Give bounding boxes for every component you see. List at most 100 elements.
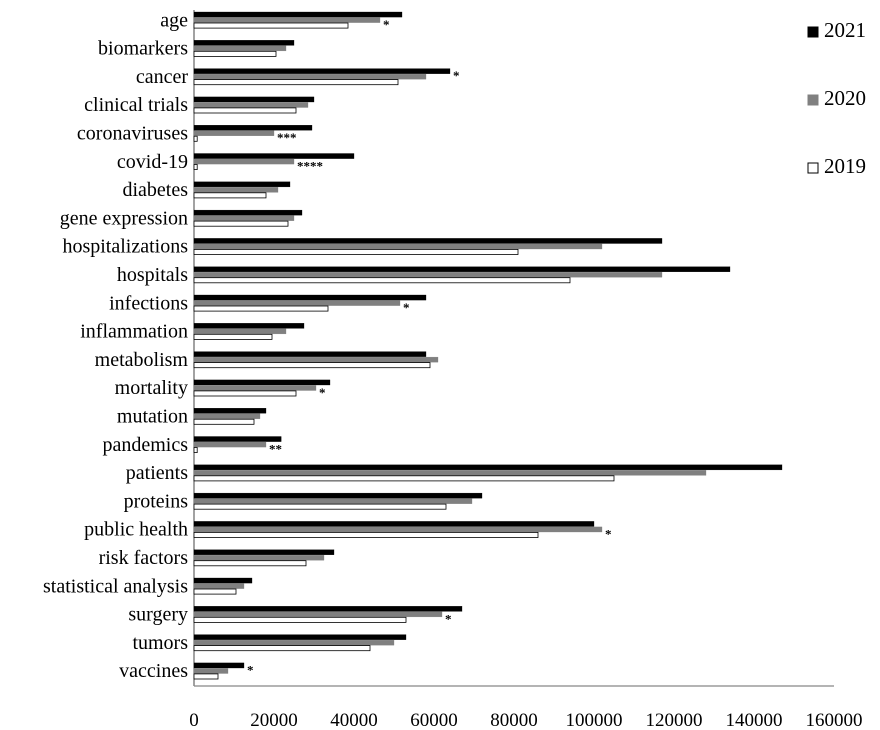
bar-public-health-2021 [193,521,595,527]
bar-surgery-2020 [193,611,443,618]
bar-surgery-2019 [193,616,407,623]
bar-inflammation-2020 [193,328,287,335]
category-label-biomarkers: biomarkers [98,38,188,60]
category-label-mutation: mutation [117,405,188,427]
bar-diabetes-2021 [193,181,291,188]
bar-hospitalizations-2021 [193,238,663,244]
x-tick-label-40000: 40000 [330,710,378,730]
x-tick-label-80000: 80000 [490,710,538,730]
category-label-public-health: public health [84,519,188,541]
bar-inflammation-2019 [193,333,273,340]
category-label-infections: infections [109,292,188,314]
significance-marker-covid-19: **** [297,159,323,174]
bar-metabolism-2020 [193,356,439,363]
bar-proteins-2021 [193,492,483,499]
significance-marker-public-health: * [605,526,612,541]
x-tick-label-140000: 140000 [726,710,783,730]
bar-proteins-2019 [193,503,447,510]
bar-infections-2020 [193,300,401,306]
bar-mortality-2020 [193,385,317,391]
category-label-surgery: surgery [128,604,188,626]
bar-mutation-2019 [193,418,255,425]
category-label-cancer: cancer [136,66,189,88]
bar-hospitals-2019 [193,277,571,284]
bar-covid-19-2020 [193,158,295,165]
bar-coronaviruses-2019 [193,135,198,142]
bar-cancer-2019 [193,79,399,86]
legend-swatch-2020 [807,94,819,106]
legend-swatch-2019 [807,162,819,174]
category-label-gene-expression: gene expression [60,207,188,229]
bar-vaccines-2019 [193,673,219,680]
bar-metabolism-2021 [193,351,427,357]
x-tick-label-100000: 100000 [566,710,623,730]
bar-diabetes-2019 [193,192,267,199]
bar-hospitalizations-2020 [193,243,603,250]
category-label-age: age [160,9,188,31]
category-label-risk-factors: risk factors [99,547,189,569]
bar-covid-19-2021 [193,153,355,159]
x-tick-label-60000: 60000 [410,710,458,730]
legend-label-2021: 2021 [824,18,866,42]
bar-diabetes-2020 [193,187,279,193]
bar-tumors-2021 [193,634,407,640]
bar-clinical-trials-2020 [193,102,309,108]
x-tick-label-0: 0 [189,710,199,730]
bar-patients-2020 [193,470,707,476]
category-label-hospitalizations: hospitalizations [62,236,188,258]
bar-tumors-2019 [193,645,371,652]
category-label-patients: patients [126,462,188,484]
bar-vaccines-2020 [193,668,229,674]
bar-patients-2019 [193,475,615,482]
significance-marker-surgery: * [445,611,452,626]
bar-coronaviruses-2021 [193,125,313,131]
bar-statistical-analysis-2020 [193,583,245,589]
bar-infections-2019 [193,305,329,312]
bar-surgery-2021 [193,606,463,612]
bar-public-health-2020 [193,526,603,533]
bar-inflammation-2021 [193,323,305,329]
bar-vaccines-2021 [193,662,245,669]
bar-hospitalizations-2019 [193,248,519,255]
bar-infections-2021 [193,294,427,301]
significance-marker-cancer: * [453,68,460,83]
bar-mortality-2021 [193,379,331,386]
category-label-covid-19: covid-19 [117,151,188,173]
bar-risk-factors-2021 [193,549,335,555]
bar-statistical-analysis-2021 [193,577,253,584]
bar-clinical-trials-2019 [193,107,297,114]
category-label-metabolism: metabolism [95,349,189,371]
bar-gene-expression-2020 [193,215,295,221]
bar-risk-factors-2019 [193,560,307,567]
significance-marker-age: * [383,17,390,32]
category-label-vaccines: vaccines [119,660,188,682]
bar-pandemics-2021 [193,436,282,442]
category-label-tumors: tumors [132,632,188,654]
bar-patients-2021 [193,464,783,471]
bar-tumors-2020 [193,639,395,646]
bar-pandemics-2020 [193,441,267,448]
bar-mutation-2020 [193,413,261,419]
bar-pandemics-2019 [193,447,198,453]
category-label-inflammation: inflammation [80,321,188,343]
bar-coronaviruses-2020 [193,130,275,136]
significance-marker-vaccines: * [247,662,254,677]
x-tick-label-20000: 20000 [250,710,298,730]
legend-swatch-2021 [807,26,819,38]
bar-gene-expression-2021 [193,209,303,216]
bar-biomarkers-2021 [193,40,295,46]
bar-cancer-2021 [193,68,451,74]
category-label-mortality: mortality [115,377,188,399]
bar-hospitals-2021 [193,266,731,272]
significance-marker-coronaviruses: *** [277,130,297,145]
bar-hospitals-2020 [193,272,663,278]
bar-covid-19-2019 [193,164,198,170]
bar-risk-factors-2020 [193,555,325,561]
significance-marker-infections: * [403,300,410,315]
category-label-proteins: proteins [124,490,189,512]
category-label-hospitals: hospitals [117,264,188,286]
bar-age-2019 [193,22,349,29]
category-label-pandemics: pandemics [102,434,188,456]
category-label-diabetes: diabetes [122,179,188,201]
bar-proteins-2020 [193,498,473,504]
